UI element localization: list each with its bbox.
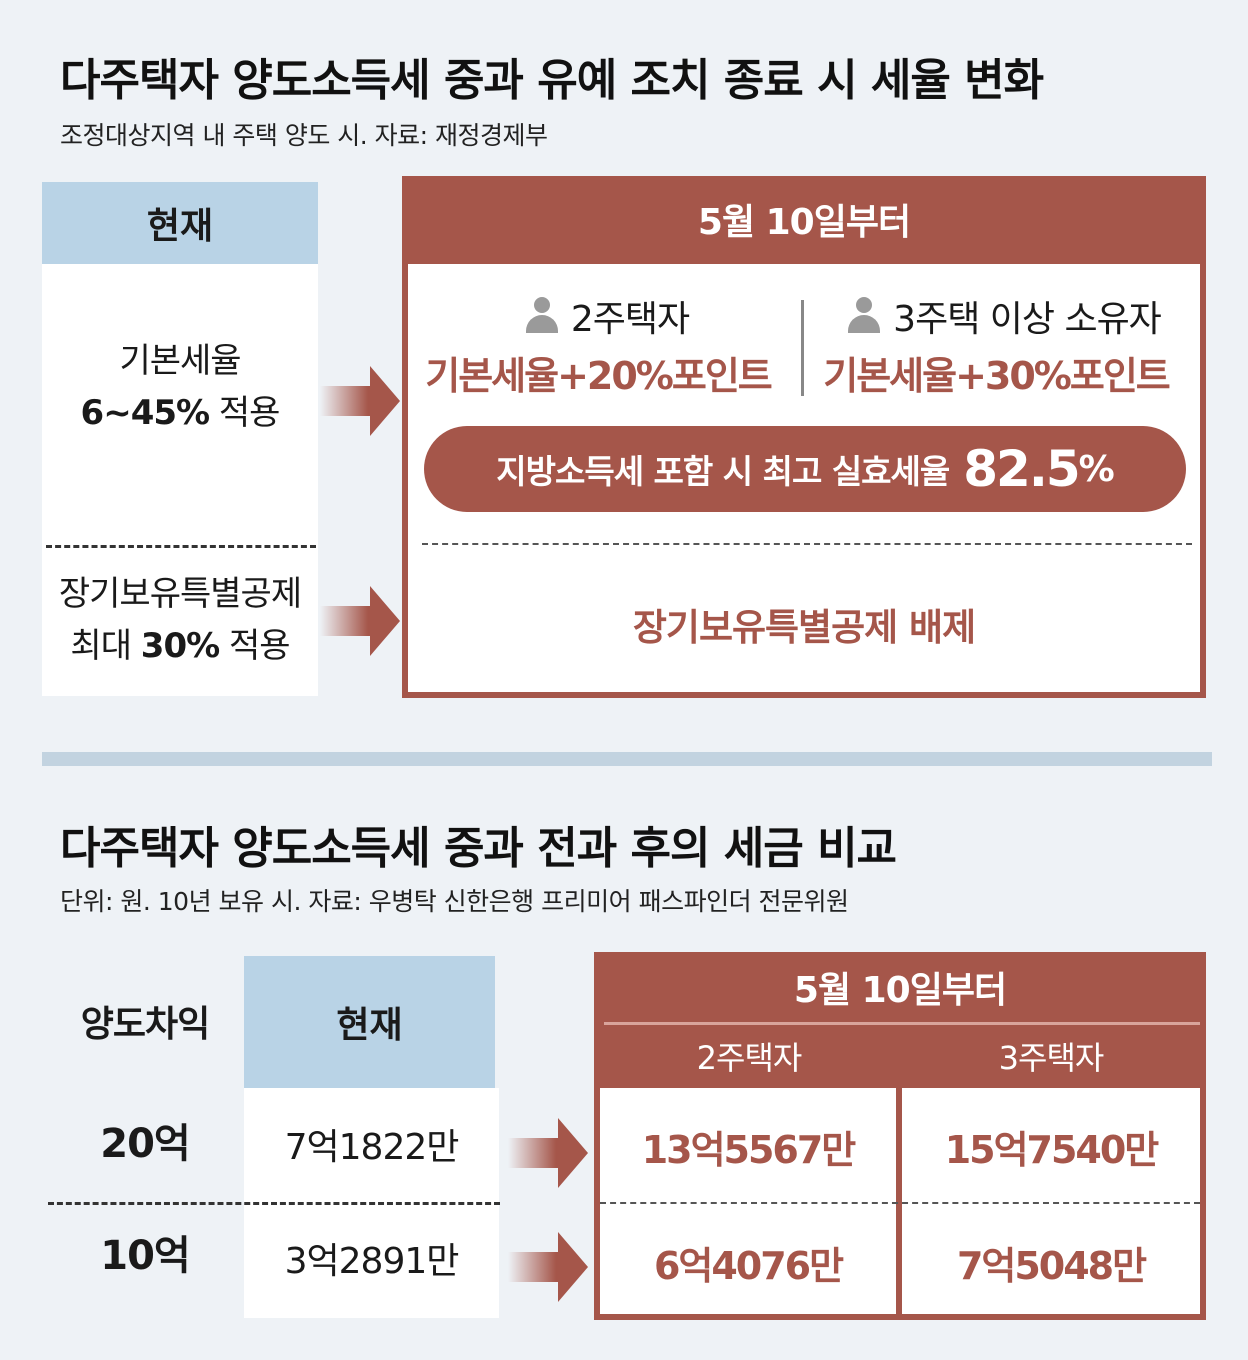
section2-subtitle: 단위: 원. 10년 보유 시. 자료: 우병탁 신한은행 프리미어 패스파인더…: [60, 887, 849, 916]
current-basic-rate: 기본세율 6~45% 적용: [80, 341, 281, 433]
group-divider: [801, 300, 804, 396]
current-ltd: 장기보유특별공제 최대 30% 적용: [58, 574, 302, 666]
group-3house-rate: 기본세율+30%포인트: [823, 354, 1171, 398]
col-2house-body: [600, 1088, 896, 1314]
future-table-header: 5월 10일부터: [793, 970, 1007, 1011]
row-divider: [600, 1202, 1200, 1204]
arrow-right-icon: [508, 1232, 588, 1302]
row-current-10: 3억2891만: [284, 1241, 460, 1282]
col-current-header: 현재: [244, 956, 495, 1088]
row-divider: [48, 1202, 500, 1205]
divider-dashed: [422, 543, 1192, 545]
max-effective-rate-pill: 지방소득세 포함 시 최고 실효세율 82.5%: [424, 426, 1186, 512]
row-3house-10: 7억5048만: [956, 1243, 1147, 1288]
col-gain-header: 양도차익: [80, 1004, 210, 1045]
arrow-right-icon: [508, 1118, 588, 1188]
row-2house-10: 6억4076만: [653, 1243, 844, 1288]
arrow-right-icon: [320, 366, 400, 436]
person-icon: [845, 297, 883, 335]
col-3house-header: 3주택자: [998, 1039, 1105, 1077]
section-separator: [42, 752, 1212, 766]
row-2house-20: 13억5567만: [641, 1127, 857, 1172]
divider-dashed: [46, 545, 316, 548]
group-2house-label: 2주택자: [408, 290, 804, 342]
row-3house-20: 15억7540만: [944, 1127, 1160, 1172]
col-3house-body: [902, 1088, 1200, 1314]
section1-subtitle: 조정대상지역 내 주택 양도 시. 자료: 재정경제부: [60, 121, 548, 150]
ltd-excluded-text: 장기보유특별공제 배제: [632, 606, 976, 649]
current-body: [42, 264, 318, 696]
group-3house-label: 3주택 이상 소유자: [806, 290, 1200, 342]
arrow-right-icon: [320, 586, 400, 656]
future-header: 5월 10일부터: [697, 202, 911, 243]
section1-title: 다주택자 양도소득세 중과 유예 조치 종료 시 세율 변화: [60, 55, 1044, 106]
current-header: 현재: [42, 182, 318, 264]
row-gain-20: 20억: [100, 1121, 190, 1167]
row-gain-10: 10억: [100, 1233, 190, 1279]
row-current-20: 7억1822만: [284, 1127, 460, 1168]
col-2house-header: 2주택자: [696, 1039, 803, 1077]
section2-title: 다주택자 양도소득세 중과 전과 후의 세금 비교: [60, 823, 897, 874]
group-2house-rate: 기본세율+20%포인트: [425, 354, 773, 398]
header-underline: [604, 1022, 1200, 1025]
person-icon: [523, 297, 561, 335]
